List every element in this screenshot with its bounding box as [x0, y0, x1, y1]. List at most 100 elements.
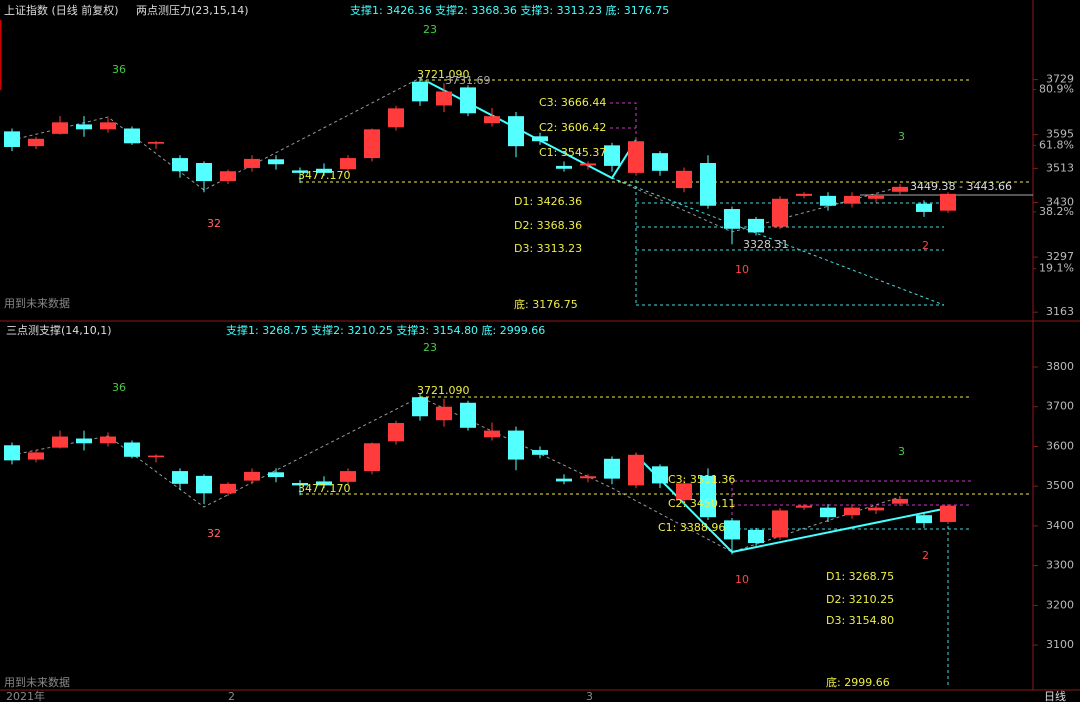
candle-body [148, 142, 164, 144]
annotation: C2: 3606.42 [539, 121, 606, 134]
candle-body [364, 129, 380, 159]
candle-body [148, 455, 164, 458]
annotation: D3: 3154.80 [826, 614, 894, 627]
annotation: 3721.090 [417, 68, 470, 81]
candle-body [508, 116, 524, 147]
candle-body [124, 128, 140, 144]
candle-body [52, 122, 68, 134]
indicator[interactable]: 三点测支撑(14,10,1) [6, 323, 112, 337]
candle-body [724, 209, 740, 229]
candle-body [412, 81, 428, 102]
candle-body [652, 153, 668, 171]
x-label: 2 [228, 690, 235, 702]
y-tick-label: 3600 [1046, 439, 1074, 452]
candle-body [628, 141, 644, 173]
candle-body [700, 475, 716, 518]
candle-body [676, 170, 692, 189]
fib-label: 61.8% [1039, 138, 1074, 151]
candle-body [580, 476, 596, 479]
candle-body [436, 91, 452, 106]
annotation: 底: 3176.75 [514, 297, 578, 311]
y-tick-label: 3400 [1046, 519, 1074, 532]
annotation: D3: 3313.23 [514, 242, 582, 255]
candle-body [4, 131, 20, 147]
candle-body [700, 163, 716, 206]
candle-body [28, 452, 44, 460]
candle-body [892, 498, 908, 504]
period[interactable]: 日线 [1044, 689, 1066, 702]
annotation: 32 [207, 217, 221, 230]
annotation: 3 [898, 445, 905, 458]
x-label: 2021年 [6, 689, 45, 702]
candle-body [316, 481, 332, 486]
candle-body [652, 466, 668, 484]
annotation: 10 [735, 263, 749, 276]
title: 上证指数 (日线 前复权) [4, 3, 119, 17]
candle-body [676, 483, 692, 501]
candle-body [220, 171, 236, 182]
annotation: 3 [898, 130, 905, 143]
annotation: D1: 3426.36 [514, 195, 582, 208]
candle-body [76, 124, 92, 130]
candle-body [532, 136, 548, 142]
annotation: 36 [112, 381, 126, 394]
candle-body [244, 471, 260, 481]
candle-body [76, 438, 92, 444]
y-tick-label: 3163 [1046, 305, 1074, 318]
candle-body [364, 443, 380, 472]
annotation: 3477.170 [298, 169, 351, 182]
y-tick-label: 3200 [1046, 598, 1074, 611]
candle-body [772, 198, 788, 227]
annotation: 3328.31 [743, 238, 789, 251]
candle-body [868, 507, 884, 511]
candle-body [28, 138, 44, 147]
candle-body [844, 195, 860, 204]
candle-body [484, 430, 500, 438]
summary: 支撑1: 3268.75 支撑2: 3210.25 支撑3: 3154.80 底… [226, 323, 545, 337]
annotation: 3477.170 [298, 482, 351, 495]
candle-body [412, 397, 428, 417]
candle-body [820, 195, 836, 206]
candle-body [100, 122, 116, 130]
y-tick-label: 3729 [1046, 73, 1074, 86]
y-tick-label: 3513 [1046, 161, 1074, 174]
candle-body [436, 406, 452, 421]
annotation: 2 [922, 549, 929, 562]
candle-body [268, 472, 284, 478]
candle-body [100, 436, 116, 444]
annotation: 底: 2999.66 [826, 675, 890, 689]
candle-body [940, 505, 956, 522]
candle-body [460, 87, 476, 114]
candle-body [748, 218, 764, 233]
candle-body [244, 158, 260, 168]
candle-body [916, 203, 932, 212]
candle-body [532, 450, 548, 455]
candle-body [388, 108, 404, 128]
candle-body [484, 116, 500, 124]
annotation: 23 [423, 341, 437, 354]
candle-body [172, 158, 188, 172]
candle-body [340, 471, 356, 482]
candle-body [556, 165, 572, 169]
candle-body [844, 507, 860, 516]
candle-body [316, 168, 332, 173]
candle-body [52, 436, 68, 448]
candle-body [820, 507, 836, 518]
candle-body [796, 193, 812, 196]
indicator[interactable]: 两点测压力(23,15,14) [136, 4, 249, 17]
annotation: 36 [112, 63, 126, 76]
candle-body [724, 520, 740, 540]
candle-body [196, 163, 212, 182]
candle-body [508, 430, 524, 460]
annotation: 10 [735, 573, 749, 586]
annotation: D2: 3210.25 [826, 593, 894, 606]
y-tick-label: 3700 [1046, 400, 1074, 413]
annotation: 23 [423, 23, 437, 36]
candle-body [748, 529, 764, 543]
candle-body [460, 402, 476, 428]
annotation: C1: 3545.37 [539, 146, 606, 159]
candle-body [124, 442, 140, 457]
candle-body [796, 505, 812, 508]
